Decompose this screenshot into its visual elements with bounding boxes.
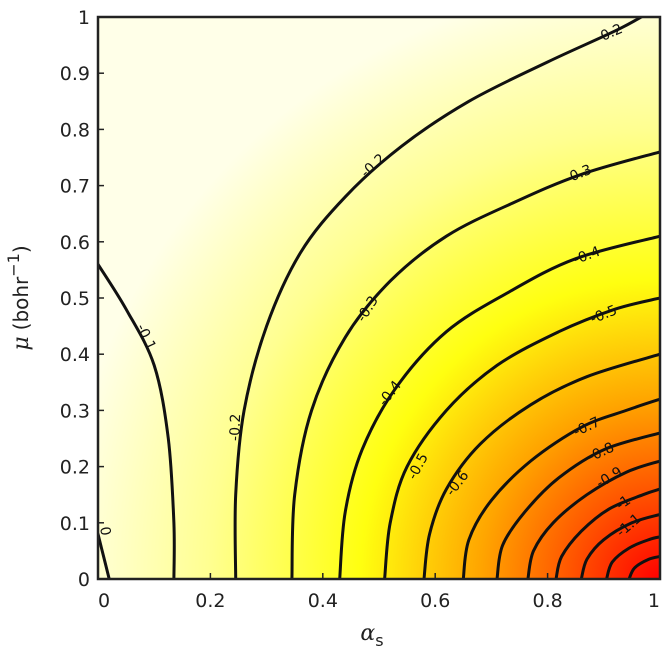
y-tick-label: 0.1: [60, 513, 90, 535]
y-tick-label: 1: [78, 7, 90, 29]
y-tick-label: 0.7: [60, 176, 90, 198]
contour-label-0: 0: [96, 525, 113, 537]
contour-line-5: [383, 296, 660, 579]
contour-line-7: [461, 397, 660, 579]
y-tick-label: 0: [78, 569, 90, 591]
contour-line-9: [526, 459, 660, 579]
x-tick-label: 0.8: [532, 590, 562, 612]
y-tick-label: 0.2: [60, 457, 90, 479]
y-tick-label: 0.6: [60, 232, 90, 254]
contour-labels: 0-0.1-0.2-0.2-0.2-0.3-0.3-0.4-0.4-0.5-0.…: [96, 21, 645, 540]
y-tick-label: 0.9: [60, 63, 90, 85]
y-axis-sup: −1: [4, 253, 23, 277]
contour-label-text: 0: [96, 525, 113, 537]
x-tick-label: 1: [648, 590, 660, 612]
x-axis-subscript: s: [375, 631, 383, 650]
x-axis-symbol: α: [360, 621, 375, 646]
contour-label-10: -1: [613, 493, 634, 514]
contour-line-10: [554, 487, 660, 579]
contour-line-8: [495, 431, 660, 579]
y-tick-label: 0.5: [60, 288, 90, 310]
contour-line-6: [422, 352, 660, 579]
contour-line-1: [98, 262, 176, 579]
x-tick-label: 0.4: [308, 590, 338, 612]
contour-line-13: [627, 555, 660, 579]
x-axis-title: αs: [360, 621, 383, 650]
y-tick-label: 0.8: [60, 119, 90, 141]
contour-label-2: -0.2: [227, 413, 244, 441]
contour-line-2: [233, 17, 645, 579]
contour-line-12: [605, 535, 660, 579]
y-axis-ticks: 0 0.1 0.2 0.3 0.4 0.5 0.6 0.7 0.8 0.9 1: [60, 7, 104, 591]
y-axis-symbol: μ: [9, 336, 34, 350]
contour-line-11: [579, 512, 660, 579]
x-tick-label: 0.2: [195, 590, 225, 612]
contour-label-text: -0.2: [227, 413, 244, 441]
y-axis-title: μ (bohr−1): [4, 245, 34, 350]
x-tick-label: 0.6: [420, 590, 450, 612]
contour-line-3: [290, 150, 660, 579]
y-tick-label: 0.4: [60, 344, 90, 366]
contour-lines: [98, 17, 660, 579]
y-tick-label: 0.3: [60, 400, 90, 422]
plot-background: [98, 17, 660, 579]
y-axis-close: ): [9, 245, 33, 253]
contour-line-4: [338, 234, 660, 579]
y-axis-unit: (bohr: [9, 276, 33, 330]
x-axis-ticks: 0 0.2 0.4 0.6 0.8 1: [97, 573, 661, 612]
x-tick-label: 0: [98, 590, 110, 612]
